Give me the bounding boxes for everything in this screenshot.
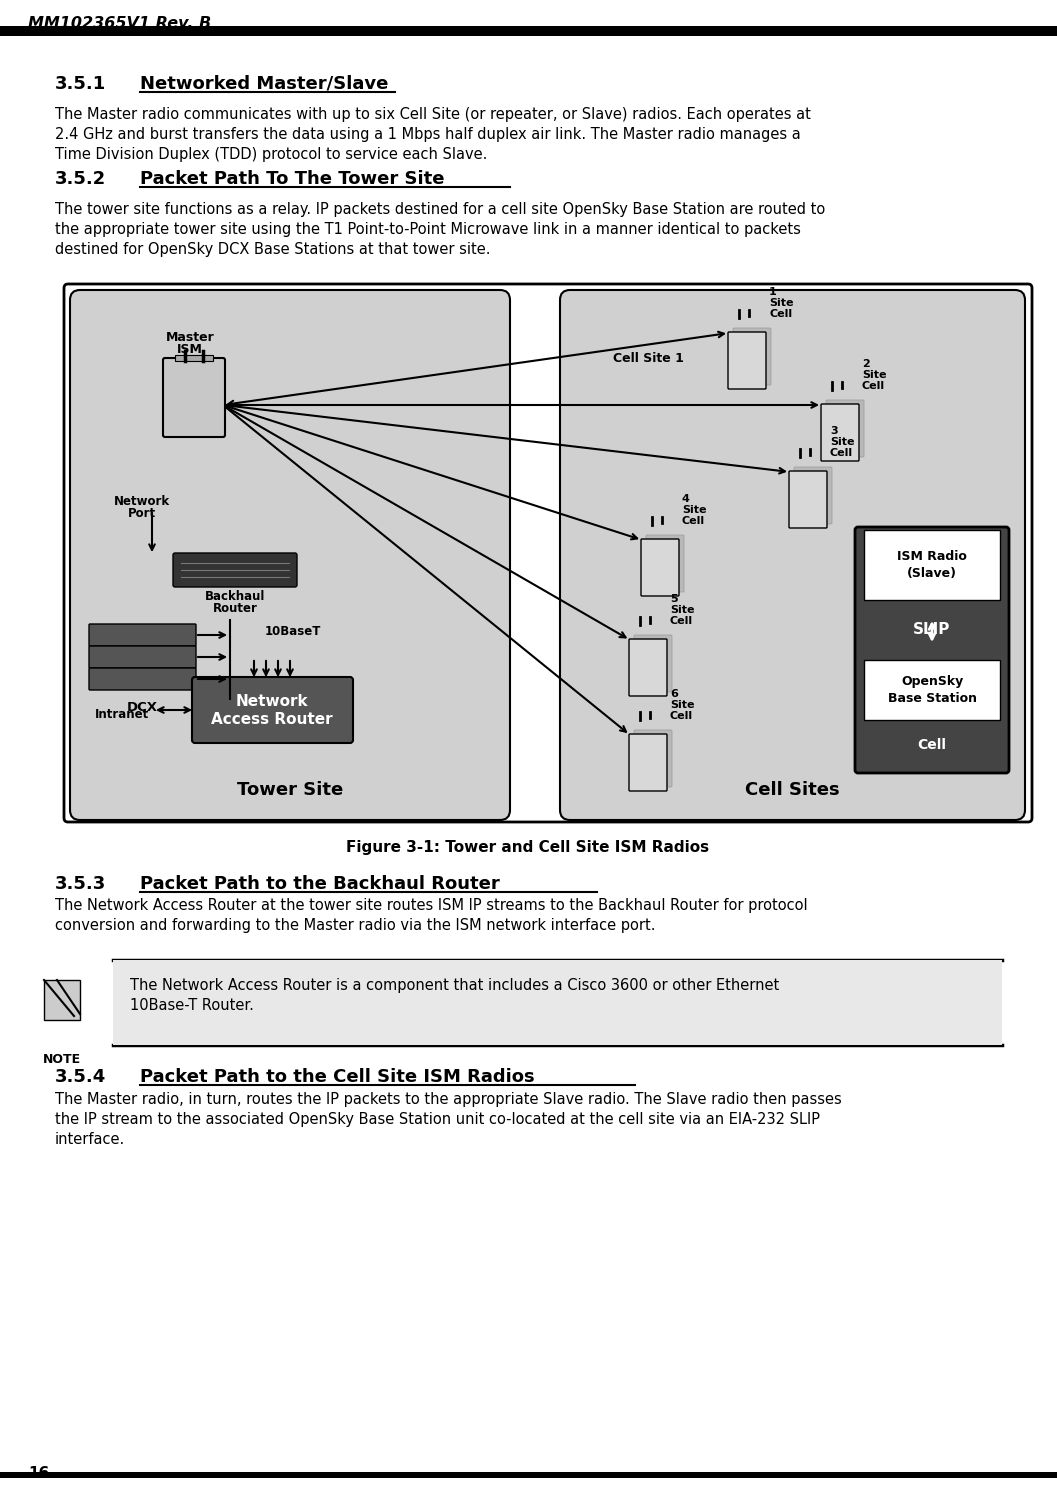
FancyBboxPatch shape bbox=[163, 357, 225, 436]
Bar bbox=[175, 354, 214, 360]
Text: 4: 4 bbox=[682, 494, 690, 503]
Text: Site: Site bbox=[769, 298, 794, 308]
FancyBboxPatch shape bbox=[646, 535, 684, 593]
Text: Tower Site: Tower Site bbox=[237, 782, 344, 800]
Text: the IP stream to the associated OpenSky Base Station unit co-located at the cell: the IP stream to the associated OpenSky … bbox=[55, 1112, 820, 1127]
Text: Figure 3-1: Tower and Cell Site ISM Radios: Figure 3-1: Tower and Cell Site ISM Radi… bbox=[347, 840, 709, 855]
Bar bbox=[113, 960, 1002, 1045]
FancyBboxPatch shape bbox=[560, 290, 1025, 820]
Text: DCX: DCX bbox=[127, 701, 157, 715]
Text: 10Base-T Router.: 10Base-T Router. bbox=[130, 998, 254, 1013]
Text: 6: 6 bbox=[670, 689, 678, 698]
Text: 1: 1 bbox=[769, 287, 777, 296]
Text: NOTE: NOTE bbox=[43, 1053, 81, 1066]
FancyBboxPatch shape bbox=[629, 639, 667, 695]
Text: Port: Port bbox=[128, 506, 156, 520]
Text: OpenSky: OpenSky bbox=[901, 676, 963, 688]
Text: The Master radio communicates with up to six Cell Site (or repeater, or Slave) r: The Master radio communicates with up to… bbox=[55, 107, 811, 122]
Text: Packet Path to the Backhaul Router: Packet Path to the Backhaul Router bbox=[140, 876, 500, 893]
Text: Cell: Cell bbox=[917, 739, 946, 752]
Text: ISM Radio: ISM Radio bbox=[897, 551, 967, 563]
Text: ISM: ISM bbox=[178, 342, 203, 356]
FancyBboxPatch shape bbox=[64, 284, 1032, 822]
Text: 3.5.2: 3.5.2 bbox=[55, 170, 107, 188]
FancyBboxPatch shape bbox=[789, 471, 827, 529]
FancyBboxPatch shape bbox=[821, 404, 859, 462]
Text: Cell: Cell bbox=[682, 517, 705, 526]
Text: 3: 3 bbox=[830, 426, 837, 436]
Polygon shape bbox=[44, 980, 80, 1020]
Text: interface.: interface. bbox=[55, 1132, 125, 1147]
Text: 3.5.1: 3.5.1 bbox=[55, 74, 107, 92]
Text: Packet Path to the Cell Site ISM Radios: Packet Path to the Cell Site ISM Radios bbox=[140, 1068, 535, 1085]
Text: Base Station: Base Station bbox=[888, 692, 977, 706]
Text: 5: 5 bbox=[670, 594, 678, 605]
FancyBboxPatch shape bbox=[634, 730, 672, 788]
Text: Site: Site bbox=[670, 605, 694, 615]
Bar bbox=[0, 25, 1057, 36]
Text: Cell: Cell bbox=[769, 310, 792, 319]
Text: Access Router: Access Router bbox=[211, 713, 333, 728]
Text: 3.5.3: 3.5.3 bbox=[55, 876, 107, 893]
Text: destined for OpenSky DCX Base Stations at that tower site.: destined for OpenSky DCX Base Stations a… bbox=[55, 243, 490, 258]
Text: Networked Master/Slave: Networked Master/Slave bbox=[140, 74, 394, 92]
FancyBboxPatch shape bbox=[634, 634, 672, 692]
FancyBboxPatch shape bbox=[192, 677, 353, 743]
FancyBboxPatch shape bbox=[629, 734, 667, 791]
Text: Router: Router bbox=[212, 602, 258, 615]
Text: ​Time ​Division ​Duplex (​TDD) protocol to service each Slave.: ​Time ​Division ​Duplex (​TDD) protocol … bbox=[55, 147, 487, 162]
FancyBboxPatch shape bbox=[89, 669, 196, 689]
FancyBboxPatch shape bbox=[733, 328, 771, 386]
Bar bbox=[864, 530, 1000, 600]
Text: Network: Network bbox=[236, 694, 309, 709]
Text: conversion and forwarding to the Master radio via the ISM network interface port: conversion and forwarding to the Master … bbox=[55, 919, 655, 934]
Text: Site: Site bbox=[830, 436, 854, 447]
Text: The Network Access Router is a component that includes a Cisco 3600 or other Eth: The Network Access Router is a component… bbox=[130, 978, 779, 993]
Text: MM102365V1 Rev. B: MM102365V1 Rev. B bbox=[27, 16, 211, 31]
Text: 10BaseT: 10BaseT bbox=[265, 625, 321, 637]
FancyBboxPatch shape bbox=[794, 468, 832, 524]
Text: Packet Path To The Tower Site: Packet Path To The Tower Site bbox=[140, 170, 445, 188]
FancyBboxPatch shape bbox=[89, 624, 196, 646]
Text: Cell: Cell bbox=[670, 616, 693, 625]
Text: 3.5.4: 3.5.4 bbox=[55, 1068, 107, 1085]
Text: Site: Site bbox=[682, 505, 706, 515]
FancyBboxPatch shape bbox=[89, 646, 196, 669]
Text: Backhaul: Backhaul bbox=[205, 590, 265, 603]
Text: 2: 2 bbox=[863, 359, 870, 369]
Text: The Network Access Router at the tower site routes ISM IP streams to the Backhau: The Network Access Router at the tower s… bbox=[55, 898, 808, 913]
Text: Network: Network bbox=[114, 494, 170, 508]
Text: Intranet: Intranet bbox=[95, 709, 149, 722]
FancyBboxPatch shape bbox=[173, 552, 297, 587]
Text: Site: Site bbox=[670, 700, 694, 710]
Bar bbox=[0, 1473, 1057, 1479]
Text: Cell: Cell bbox=[863, 381, 885, 392]
Text: Site: Site bbox=[863, 369, 887, 380]
FancyBboxPatch shape bbox=[728, 332, 766, 389]
Bar bbox=[864, 660, 1000, 721]
FancyBboxPatch shape bbox=[641, 539, 679, 596]
Text: The Master radio, in turn, routes the IP packets to the appropriate Slave radio.: The Master radio, in turn, routes the IP… bbox=[55, 1091, 841, 1106]
Text: 16: 16 bbox=[27, 1467, 50, 1482]
Text: the appropriate tower site using the T1 Point-to-Point Microwave link in a manne: the appropriate tower site using the T1 … bbox=[55, 222, 801, 237]
Text: Master: Master bbox=[166, 331, 215, 344]
FancyBboxPatch shape bbox=[826, 401, 864, 457]
FancyBboxPatch shape bbox=[70, 290, 509, 820]
Text: 2.4 GHz and burst transfers the data using a 1 Mbps half duplex air link. The Ma: 2.4 GHz and burst transfers the data usi… bbox=[55, 127, 801, 141]
FancyBboxPatch shape bbox=[855, 527, 1009, 773]
Text: (Slave): (Slave) bbox=[907, 567, 957, 581]
Text: The tower site functions as a relay. IP packets destined for a cell site OpenSky: The tower site functions as a relay. IP … bbox=[55, 203, 826, 217]
Text: SLIP: SLIP bbox=[913, 622, 950, 637]
Text: Cell: Cell bbox=[670, 712, 693, 721]
Text: Cell: Cell bbox=[830, 448, 853, 459]
Text: Cell Sites: Cell Sites bbox=[745, 782, 839, 800]
Text: Cell Site 1: Cell Site 1 bbox=[613, 351, 684, 365]
